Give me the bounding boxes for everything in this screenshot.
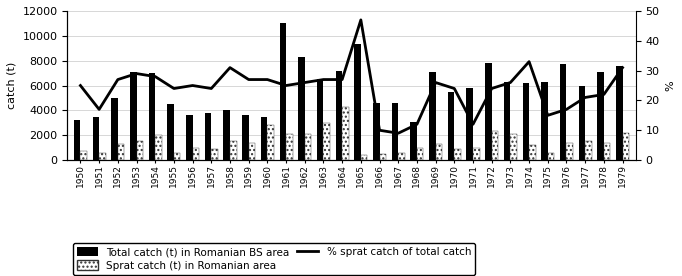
Bar — [485, 63, 492, 160]
Bar — [616, 66, 623, 160]
Bar — [522, 83, 529, 160]
Y-axis label: %: % — [665, 80, 675, 91]
Bar — [155, 135, 162, 160]
Bar — [298, 57, 305, 160]
Bar — [391, 103, 398, 160]
Bar — [373, 103, 380, 160]
Bar — [267, 125, 274, 160]
Bar — [286, 134, 293, 160]
Bar — [211, 149, 218, 160]
Bar — [249, 143, 255, 160]
Bar — [436, 144, 442, 160]
Bar — [355, 44, 361, 160]
Bar — [224, 110, 230, 160]
Bar — [542, 82, 548, 160]
Bar — [192, 148, 199, 160]
Bar — [597, 72, 604, 160]
Bar — [342, 107, 349, 160]
Bar — [149, 73, 155, 160]
Legend: Total catch (t) in Romanian BS area, Sprat catch (t) in Romanian area, % sprat c: Total catch (t) in Romanian BS area, Spr… — [72, 243, 475, 275]
Bar — [93, 116, 99, 160]
Bar — [74, 120, 80, 160]
Bar — [380, 154, 386, 160]
Bar — [473, 148, 479, 160]
Bar — [578, 86, 585, 160]
Bar — [280, 23, 286, 160]
Bar — [230, 141, 237, 160]
Bar — [167, 104, 174, 160]
Y-axis label: catch (t): catch (t) — [7, 62, 17, 109]
Bar — [623, 133, 629, 160]
Bar — [454, 149, 461, 160]
Bar — [529, 145, 535, 160]
Bar — [429, 72, 436, 160]
Bar — [317, 79, 323, 160]
Bar — [205, 113, 211, 160]
Bar — [398, 153, 405, 160]
Bar — [510, 134, 517, 160]
Bar — [448, 92, 454, 160]
Bar — [504, 82, 510, 160]
Bar — [567, 143, 573, 160]
Bar — [560, 64, 567, 160]
Bar — [361, 155, 368, 160]
Bar — [323, 123, 330, 160]
Bar — [548, 153, 554, 160]
Bar — [136, 141, 143, 160]
Bar — [242, 115, 249, 160]
Bar — [417, 148, 424, 160]
Bar — [186, 115, 192, 160]
Bar — [466, 88, 473, 160]
Bar — [604, 143, 610, 160]
Bar — [492, 131, 499, 160]
Bar — [118, 144, 124, 160]
Bar — [305, 134, 311, 160]
Bar — [80, 151, 87, 160]
Bar — [585, 141, 592, 160]
Bar — [130, 72, 136, 160]
Bar — [99, 153, 106, 160]
Bar — [411, 121, 417, 160]
Bar — [336, 71, 342, 160]
Bar — [111, 98, 118, 160]
Bar — [261, 116, 267, 160]
Bar — [174, 153, 181, 160]
